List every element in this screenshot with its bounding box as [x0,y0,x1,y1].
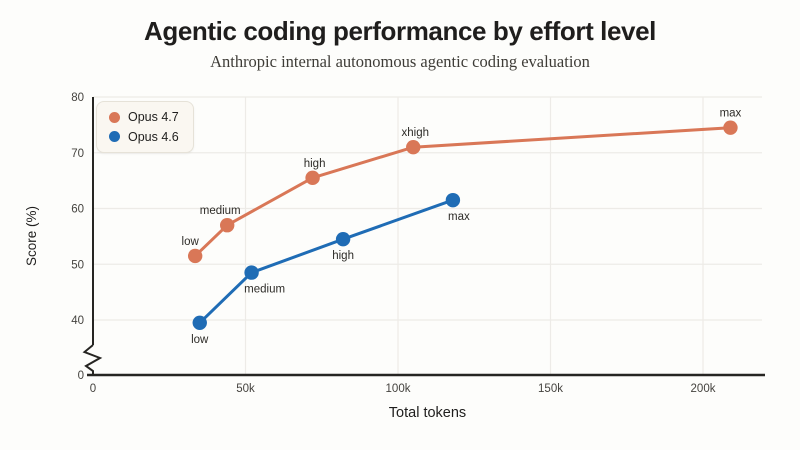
data-point [187,248,203,264]
legend-dot-opus-4-7 [109,111,120,123]
legend-item-opus-4-7: Opus 4.7 [109,111,179,124]
x-tick-label: 50k [236,383,255,395]
x-tick-label: 150k [538,383,563,395]
y-tick-label: 40 [71,315,84,327]
legend: Opus 4.7 Opus 4.6 [96,101,194,153]
point-label: low [191,334,209,346]
point-label: medium [244,284,285,296]
point-label: max [448,211,470,223]
legend-label-opus-4-7: Opus 4.7 [128,110,179,124]
legend-dot-opus-4-6 [109,131,120,143]
series-line-opus-4-7 [193,126,732,258]
y-tick-label: 50 [71,259,84,271]
y-tick-label: 70 [71,148,84,160]
x-tick-label: 200k [691,383,716,395]
legend-item-opus-4-6: Opus 4.6 [109,129,179,144]
y-tick-label: 0 [78,370,84,382]
y-tick-label: 80 [71,92,84,104]
series-line-opus-4-6 [198,198,455,325]
y-axis-title: Score (%) [24,206,39,266]
chart-title: Agentic coding performance by effort lev… [144,16,656,46]
legend-label-opus-4-6: Opus 4.6 [128,129,179,144]
y-tick-label: 60 [71,204,84,216]
x-tick-label: 0 [90,383,96,395]
data-point [244,265,259,280]
data-point [406,139,421,155]
chart-subtitle: Anthropic internal autonomous agentic co… [210,52,590,71]
point-label: max [720,108,742,120]
data-point [445,192,461,208]
y-axis-break [82,344,103,374]
point-label: xhigh [402,127,430,139]
point-label: high [304,158,326,170]
data-point [723,120,738,135]
x-axis-title: Total tokens [389,405,466,421]
data-point [220,218,235,233]
point-label: medium [200,205,241,217]
point-label: low [182,236,200,248]
point-label: high [332,250,354,262]
data-point [305,170,320,186]
x-tick-label: 100k [386,383,411,395]
data-point [335,231,351,247]
data-point [192,315,207,330]
